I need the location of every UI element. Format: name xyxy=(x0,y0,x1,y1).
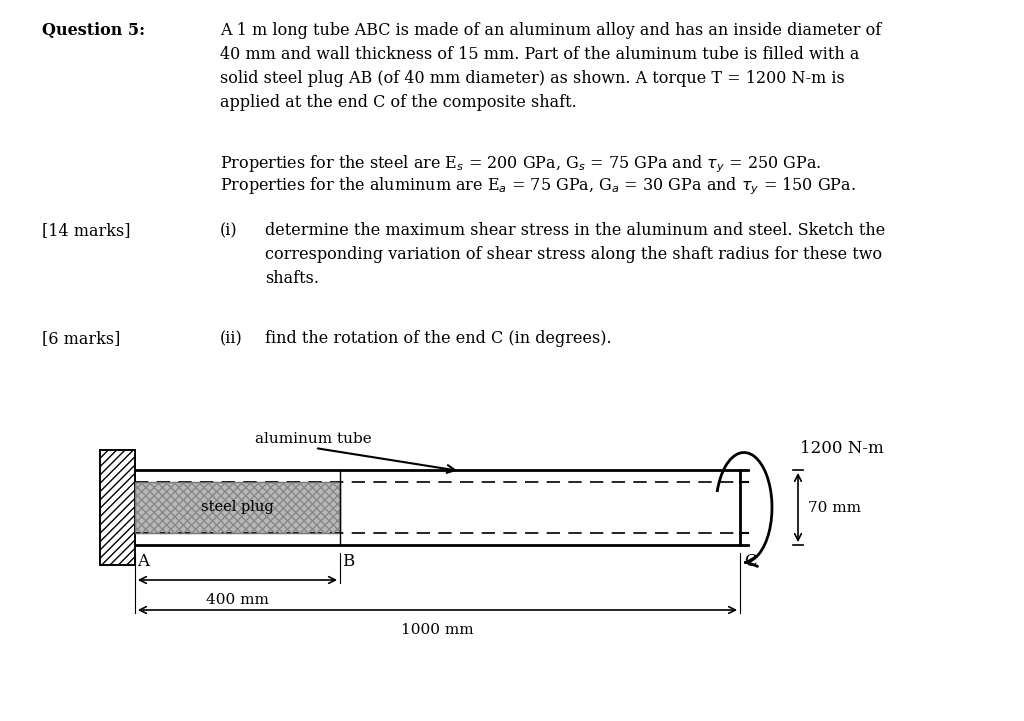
Text: (ii): (ii) xyxy=(220,330,243,347)
Text: B: B xyxy=(342,553,354,570)
Text: [14 marks]: [14 marks] xyxy=(42,222,130,239)
Text: 1200 N-m: 1200 N-m xyxy=(800,440,884,457)
Text: C: C xyxy=(744,553,757,570)
Text: (i): (i) xyxy=(220,222,238,239)
Text: A 1 m long tube ABC is made of an aluminum alloy and has an inside diameter of
4: A 1 m long tube ABC is made of an alumin… xyxy=(220,22,882,112)
Text: [6 marks]: [6 marks] xyxy=(42,330,121,347)
Text: Properties for the steel are E$_s$ = 200 GPa, G$_s$ = 75 GPa and $\tau_y$ = 250 : Properties for the steel are E$_s$ = 200… xyxy=(220,153,821,174)
Bar xyxy=(100,450,135,565)
Text: aluminum tube: aluminum tube xyxy=(255,432,372,446)
Bar xyxy=(100,450,135,565)
Text: Properties for the aluminum are E$_a$ = 75 GPa, G$_a$ = 30 GPa and $\tau_y$ = 15: Properties for the aluminum are E$_a$ = … xyxy=(220,175,856,197)
Text: steel plug: steel plug xyxy=(201,500,273,515)
Text: A: A xyxy=(137,553,150,570)
Text: 70 mm: 70 mm xyxy=(808,500,861,515)
Bar xyxy=(135,482,340,533)
Text: find the rotation of the end C (in degrees).: find the rotation of the end C (in degre… xyxy=(265,330,611,347)
Text: Question 5:: Question 5: xyxy=(42,22,145,39)
Bar xyxy=(135,482,340,533)
Text: 400 mm: 400 mm xyxy=(206,593,269,607)
Text: determine the maximum shear stress in the aluminum and steel. Sketch the
corresp: determine the maximum shear stress in th… xyxy=(265,222,886,287)
Text: 1000 mm: 1000 mm xyxy=(401,623,474,637)
